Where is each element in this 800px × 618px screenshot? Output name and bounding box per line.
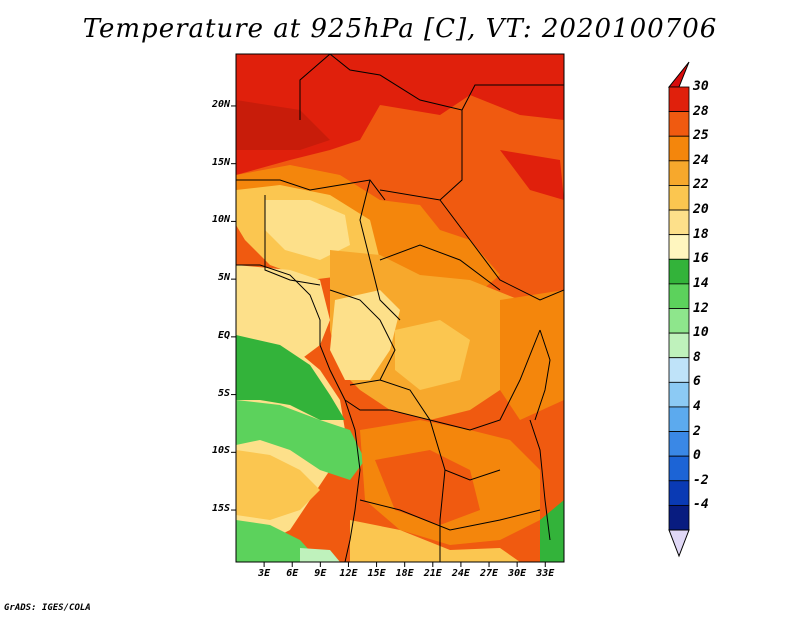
colorbar-swatch: [668, 86, 690, 113]
lat-tick-label: 15S: [211, 503, 230, 515]
colorbar-label: 2: [693, 423, 701, 439]
colorbar-swatch: [668, 406, 690, 432]
colorbar-swatch: [668, 431, 690, 457]
lat-tick-label: 10S: [211, 445, 230, 457]
border-libya-niger: [329, 54, 463, 201]
map-title: Temperature at 925hPa [C], VT: 202010070…: [82, 14, 718, 44]
lon-tick-label: 6E: [286, 568, 299, 579]
field-atlantic-14: [236, 400, 365, 480]
colorbar-swatch: [668, 258, 690, 285]
lon-tick-label: 27E: [479, 568, 499, 579]
colorbar-swatch: [668, 135, 690, 162]
colorbar-swatch: [668, 332, 690, 359]
field-atlantic-16: [236, 335, 345, 420]
field-nigeria-20: [265, 200, 350, 260]
border-car: [379, 244, 501, 291]
axis-ticks: [231, 105, 546, 567]
lon-tick-label: 15E: [367, 568, 386, 579]
colorbar-swatch: [668, 381, 690, 408]
colorbar-label: 24: [693, 152, 709, 168]
colorbar-label: 12: [693, 300, 709, 316]
lon-tick-label: 24E: [451, 568, 470, 579]
coastline-west-africa: [236, 264, 361, 562]
field-north-30: [236, 54, 564, 175]
colorbar-label: 10: [693, 325, 709, 341]
border-botswana-west: [439, 469, 446, 562]
field-gulf-20: [236, 265, 330, 360]
colorbar-swatch: [668, 209, 690, 236]
field-southatlantic-14: [236, 520, 320, 562]
lat-tick-label: 5S: [217, 387, 230, 399]
colorbar: [667, 61, 690, 558]
colorbar-swatch: [668, 480, 690, 506]
lat-tick-label: 10N: [211, 214, 230, 226]
border-sudan-south: [439, 199, 564, 301]
colorbar-label: 20: [693, 202, 709, 218]
lon-tick-label: 3E: [258, 568, 271, 579]
colorbar-swatch: [668, 357, 690, 383]
country-borders: [236, 54, 564, 562]
border-drc-east: [379, 329, 541, 431]
lat-tick-label: EQ: [217, 329, 230, 341]
colorbar-label: 28: [693, 103, 709, 119]
field-zambia-28: [375, 450, 480, 525]
border-congo: [329, 289, 396, 386]
border-namibia-botswana: [359, 499, 541, 531]
colorbar-label: 4: [693, 398, 701, 414]
field-northeast-30: [500, 150, 564, 200]
field-mozambique-16: [540, 500, 564, 562]
border-nigeria-west: [264, 195, 321, 286]
lon-tick-label: 33E: [536, 568, 555, 579]
border-chad-cameroon: [359, 179, 401, 321]
colorbar-label: 18: [693, 226, 709, 242]
lon-tick-label: 18E: [395, 568, 414, 579]
colorbar-label: 16: [693, 251, 709, 267]
map-frame: [235, 53, 565, 563]
colorbar-swatch: [668, 160, 690, 186]
lat-tick-label: 5N: [217, 272, 230, 284]
lon-tick-label: 30E: [508, 568, 527, 579]
border-niger-south: [236, 179, 386, 201]
lat-tick-label: 20N: [211, 98, 230, 110]
colorbar-label: 22: [693, 177, 709, 193]
colorbar-label: -2: [693, 472, 709, 488]
colorbar-bottom-arrow: [668, 529, 690, 558]
colorbar-swatch: [668, 111, 690, 137]
field-westcongo-20: [330, 290, 400, 380]
colorbar-swatch: [668, 185, 690, 211]
colorbar-swatch: [668, 308, 690, 334]
colorbar-swatch: [668, 504, 690, 531]
colorbar-swatch: [668, 283, 690, 309]
lat-tick-label: 15N: [211, 156, 230, 168]
border-angola: [344, 399, 501, 481]
colorbar-swatch: [668, 234, 690, 260]
field-centralcongo-22: [395, 320, 470, 390]
colorbar-swatch: [668, 455, 690, 482]
colorbar-label: 14: [693, 275, 709, 291]
border-algeria: [299, 54, 331, 120]
colorbar-label: 8: [693, 349, 701, 365]
grads-credit: GrADS: IGES/COLA: [4, 603, 91, 613]
field-southatlantic-12: [300, 548, 340, 562]
field-namibia-22: [350, 520, 520, 562]
colorbar-label: 30: [693, 79, 709, 94]
lon-tick-label: 12E: [339, 568, 358, 579]
field-atlantic-22: [236, 450, 320, 520]
field-northwest-hot: [236, 100, 330, 150]
border-lake-tanganyika: [534, 329, 551, 421]
colorbar-label: 6: [693, 374, 701, 390]
colorbar-label: 25: [693, 128, 709, 144]
lon-tick-label: 21E: [423, 568, 442, 579]
border-malawi: [529, 419, 551, 541]
colorbar-top-arrow: [667, 61, 690, 88]
colorbar-label: -4: [693, 497, 709, 513]
colorbar-label: 0: [693, 448, 701, 464]
lon-tick-label: 9E: [314, 568, 327, 579]
temperature-field: [236, 54, 564, 562]
border-egypt-sudan: [461, 84, 564, 111]
